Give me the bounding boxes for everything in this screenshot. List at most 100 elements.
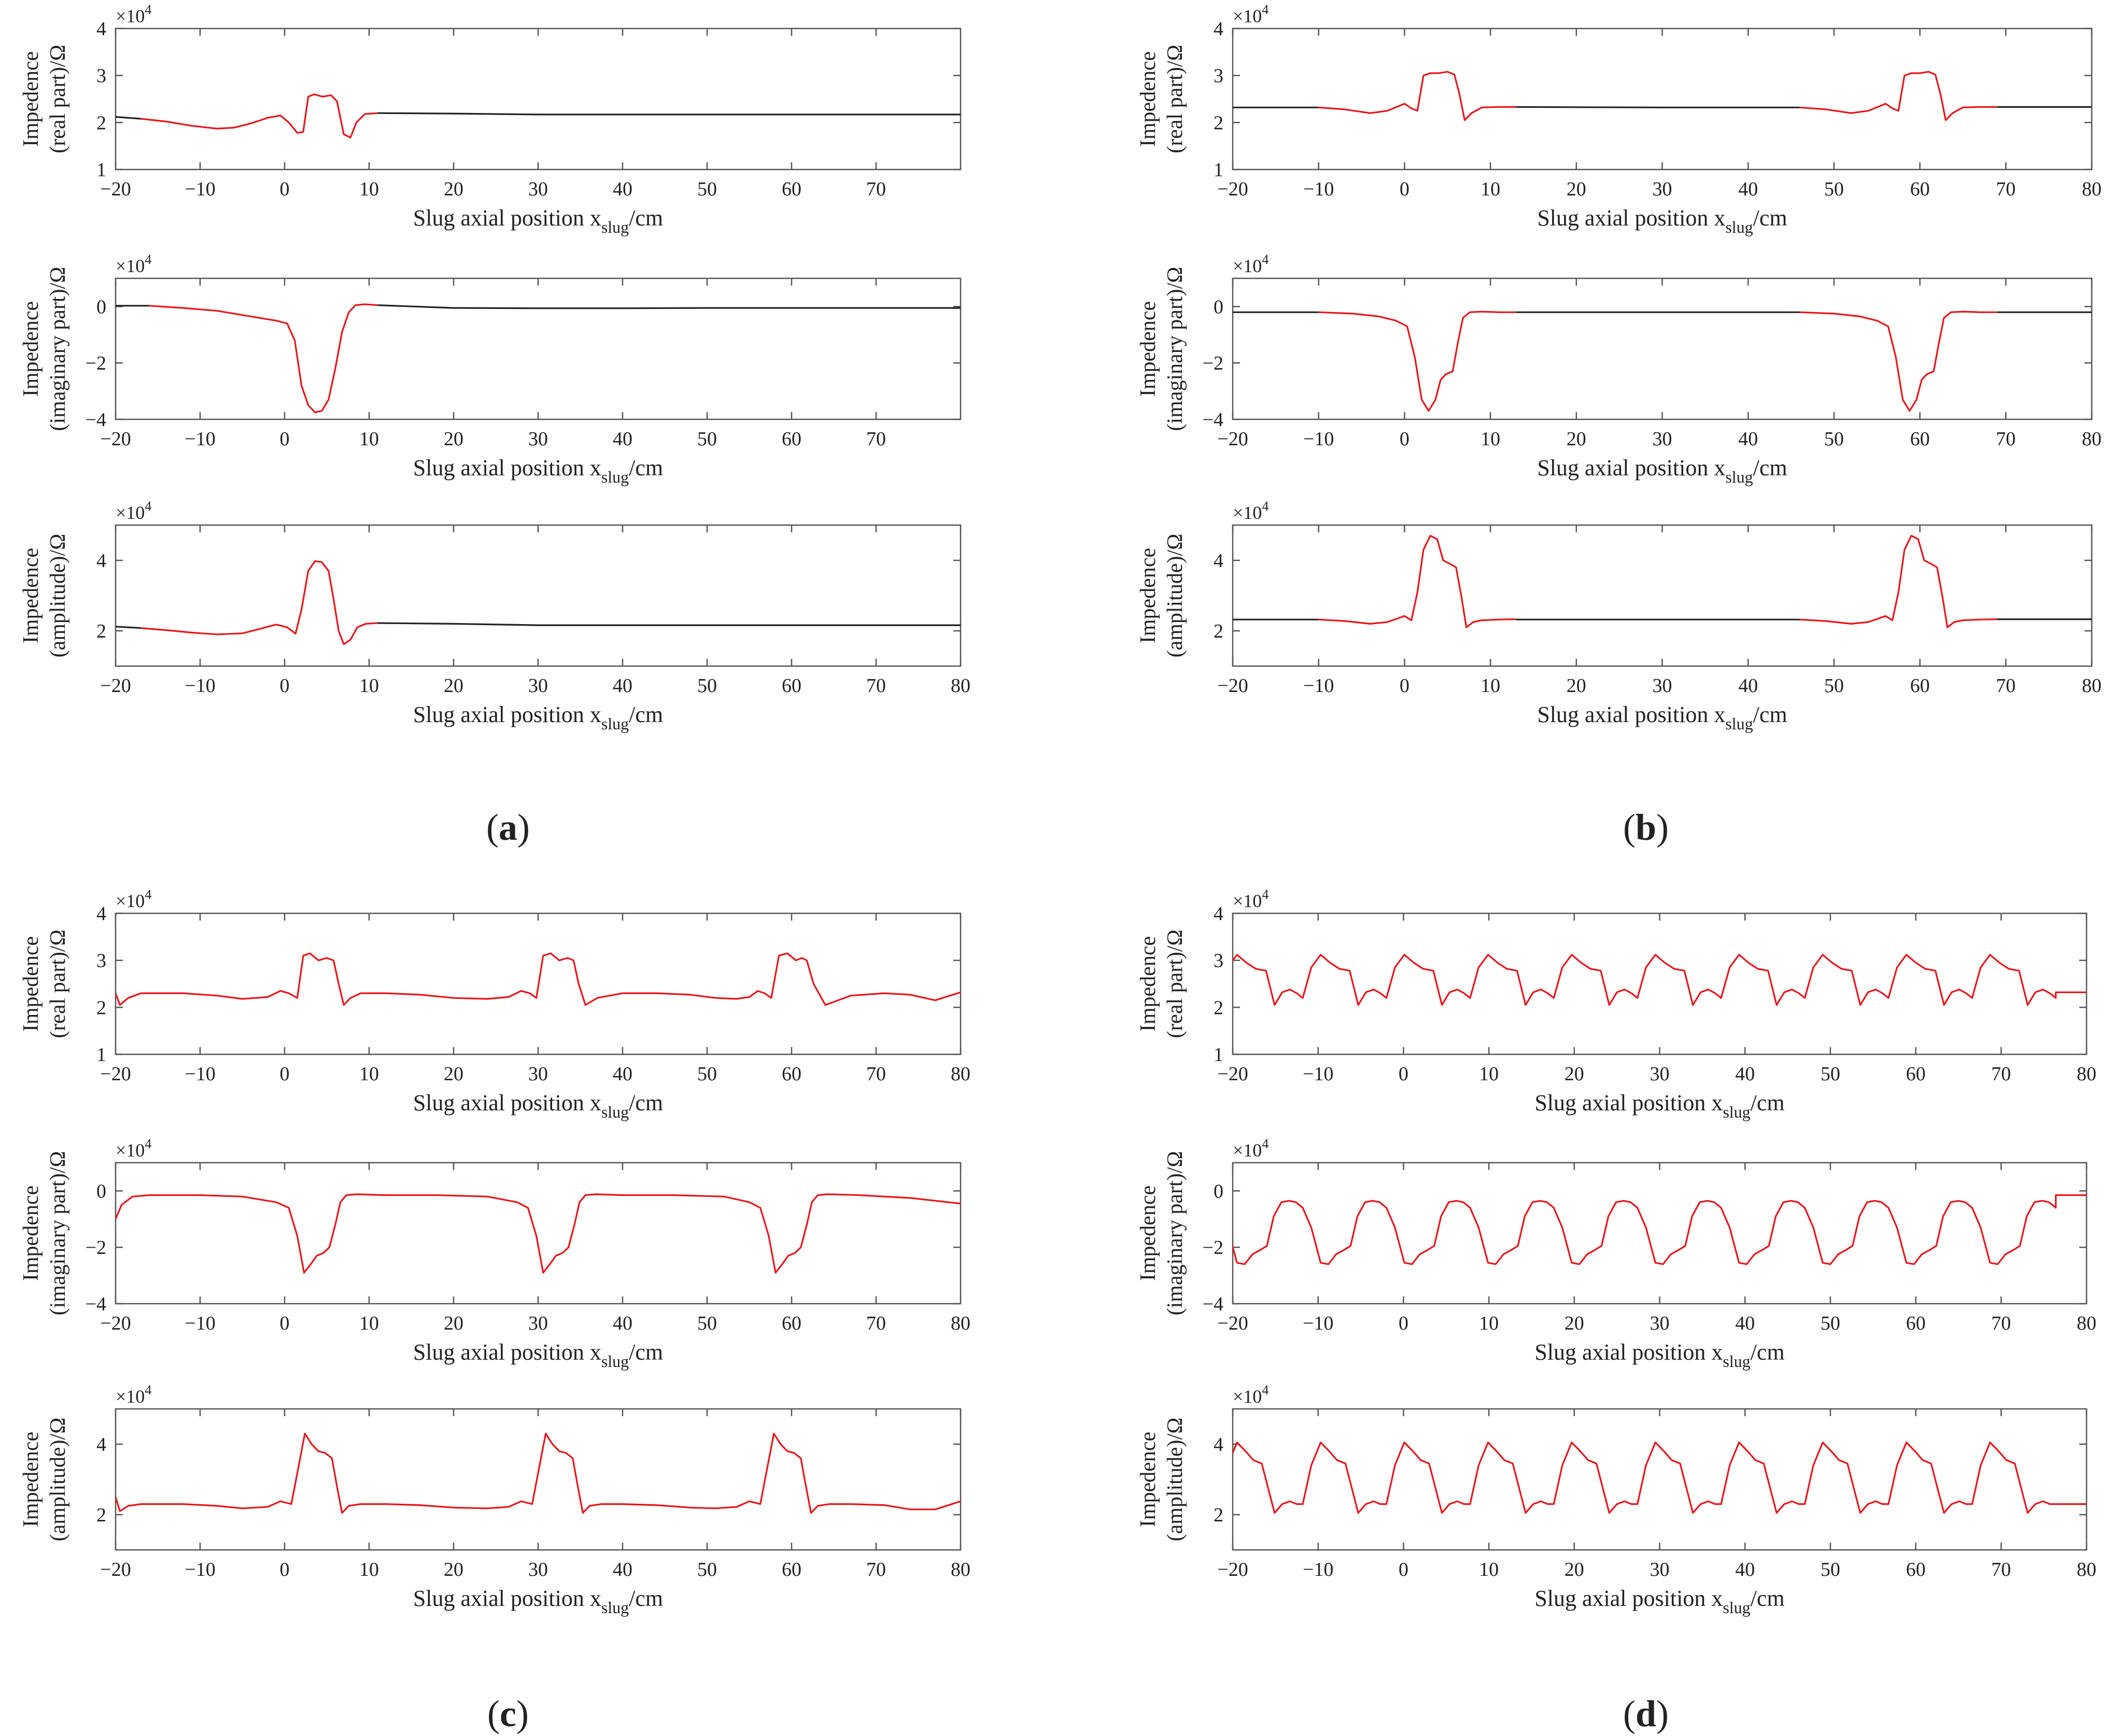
x-tick-label: 30	[528, 1063, 548, 1085]
y-axis-label: Impedence (real part)/Ω	[1136, 929, 1187, 1038]
x-tick-label: 50	[1821, 1312, 1840, 1334]
x-tick-label: 10	[359, 675, 379, 697]
x-tick-label: −10	[1303, 1559, 1333, 1580]
x-tick-label: −20	[100, 428, 131, 450]
y-tick-label: 2	[1214, 620, 1223, 642]
subplot-b-3: −20 −10 0 10 20 30 40 50 60 70 80 2 4 ×104 Impedence (a…	[1136, 499, 2102, 733]
y-axis-label-line2: (imaginary part)/Ω	[1163, 1151, 1187, 1316]
y-axis-label-line1: Impedence	[1136, 548, 1160, 643]
y-axis-label-line2: (imaginary part)/Ω	[46, 1151, 70, 1316]
x-tick-label: 0	[1399, 1312, 1408, 1334]
series-line	[1233, 1194, 2087, 1265]
panel-label-c: (c)	[487, 1693, 529, 1734]
x-tick-label: 40	[1735, 1063, 1755, 1085]
y-axis-label-line1: Impedence	[19, 1432, 43, 1527]
x-axis-label: Slug axial position xslug/cm	[1537, 455, 1787, 486]
axes-box	[1232, 524, 2093, 667]
x-tick-label: −10	[1303, 1312, 1333, 1334]
x-tick-label: 20	[444, 1559, 463, 1580]
x-tick-label: 0	[280, 1063, 290, 1085]
x-tick-label: 70	[866, 1063, 886, 1085]
x-tick-label: 30	[528, 428, 548, 450]
y-axis-label: Impedence (real part)/Ω	[1136, 45, 1187, 153]
x-tick-label: 80	[2077, 1559, 2096, 1580]
y-axis-label: Impedence (real part)/Ω	[19, 929, 70, 1038]
y-axis-label-line2: (amplitude)/Ω	[1163, 534, 1187, 658]
x-tick-label: 80	[2077, 1063, 2096, 1085]
x-tick-label: 60	[1910, 675, 1930, 697]
y-tick-label: 2	[96, 620, 106, 642]
x-tick-label: 40	[613, 178, 632, 200]
x-tick-label: 20	[444, 428, 463, 450]
x-tick-label: 20	[444, 1063, 463, 1085]
x-tick-label: 60	[782, 428, 801, 450]
x-tick-label: 0	[1400, 675, 1410, 697]
series-line	[140, 560, 378, 645]
y-tick-label: 1	[1214, 1044, 1223, 1066]
x-tick-label: −10	[185, 1559, 215, 1580]
x-axis-label: Slug axial position xslug/cm	[1534, 1339, 1784, 1371]
y-axis-label: Impedence (real part)/Ω	[19, 45, 70, 153]
series-line	[377, 304, 961, 309]
series-line	[377, 112, 961, 116]
subplot-c-2: −20 −10 0 10 20 30 40 50 60 70 80−4−20×104Impedenc…	[19, 1136, 970, 1371]
x-tick-label: 40	[613, 1559, 632, 1580]
y-axis-label-line1: Impedence	[1136, 936, 1160, 1032]
x-axis-label: Slug axial position xslug/cm	[413, 455, 663, 486]
x-tick-label: 80	[2082, 428, 2102, 450]
x-tick-label: −10	[185, 178, 215, 200]
x-tick-label: 10	[1479, 1063, 1499, 1085]
x-tick-label: −10	[1303, 428, 1334, 450]
x-tick-label: 30	[1650, 1063, 1670, 1085]
y-tick-label: −4	[1203, 409, 1223, 431]
axes-box	[1232, 912, 2088, 1055]
x-tick-label: 80	[951, 675, 970, 697]
x-tick-label: −10	[1303, 1063, 1333, 1085]
y-exponent: ×104	[1233, 887, 1269, 911]
x-tick-label: 50	[697, 178, 717, 200]
x-tick-label: 0	[280, 1312, 290, 1334]
x-tick-label: 30	[1653, 675, 1672, 697]
y-tick-label: 0	[96, 296, 106, 318]
x-tick-label: 10	[359, 1312, 379, 1334]
y-tick-label: −4	[1203, 1293, 1223, 1315]
y-tick-label: 4	[96, 18, 106, 40]
subplot-c-3: −20 −10 0 10 20 30 40 50 60 70 80 2 4 ×104 Impedence (a…	[19, 1382, 970, 1617]
x-tick-label: 0	[1399, 1559, 1408, 1580]
x-tick-label: 60	[1910, 428, 1930, 450]
x-tick-label: 30	[1653, 178, 1672, 200]
x-tick-label: 40	[613, 675, 632, 697]
x-tick-label: 0	[280, 178, 290, 200]
x-tick-label: 60	[1906, 1063, 1926, 1085]
x-tick-label: −20	[1217, 1063, 1248, 1085]
x-tick-label: 20	[1565, 1559, 1584, 1580]
y-tick-label: 0	[1214, 296, 1223, 318]
series-line	[1233, 954, 2087, 1006]
x-axis-label: Slug axial position xslug/cm	[413, 1586, 663, 1617]
y-axis-label-line2: (real part)/Ω	[46, 45, 70, 153]
x-tick-label: −20	[1217, 178, 1248, 200]
x-tick-label: −20	[100, 675, 131, 697]
y-tick-label: −2	[1203, 352, 1223, 374]
series-line	[116, 626, 141, 629]
x-tick-label: −20	[100, 1559, 131, 1580]
y-tick-label: 3	[1214, 950, 1223, 972]
y-tick-label: 2	[1214, 997, 1223, 1019]
y-tick-label: 4	[96, 903, 106, 925]
y-axis-label-line2: (amplitude)/Ω	[1163, 1418, 1187, 1542]
x-tick-label: 10	[1479, 1559, 1499, 1580]
subplot-b-1: −20 −10 0 10 20 30 40 50 60 70 80 1 2 3 4 ×104 Impedence…	[1136, 2, 2102, 236]
y-axis-label-line1: Impedence	[1136, 51, 1160, 147]
x-axis-label: Slug axial position xslug/cm	[413, 1339, 663, 1371]
y-axis-label-line2: (imaginary part)/Ω	[1163, 267, 1187, 431]
y-axis-label-line2: (amplitude)/Ω	[46, 534, 70, 658]
y-axis-label: Impedence (amplitude)/Ω	[1136, 534, 1187, 658]
x-tick-label: 10	[1481, 178, 1500, 200]
y-tick-label: 4	[96, 1434, 106, 1456]
x-tick-label: 10	[359, 1063, 379, 1085]
x-tick-label: 60	[1910, 178, 1930, 200]
x-tick-label: 80	[2082, 178, 2102, 200]
x-tick-label: −10	[1303, 675, 1334, 697]
x-tick-label: 20	[1565, 1312, 1584, 1334]
axes-box	[1232, 1162, 2088, 1305]
